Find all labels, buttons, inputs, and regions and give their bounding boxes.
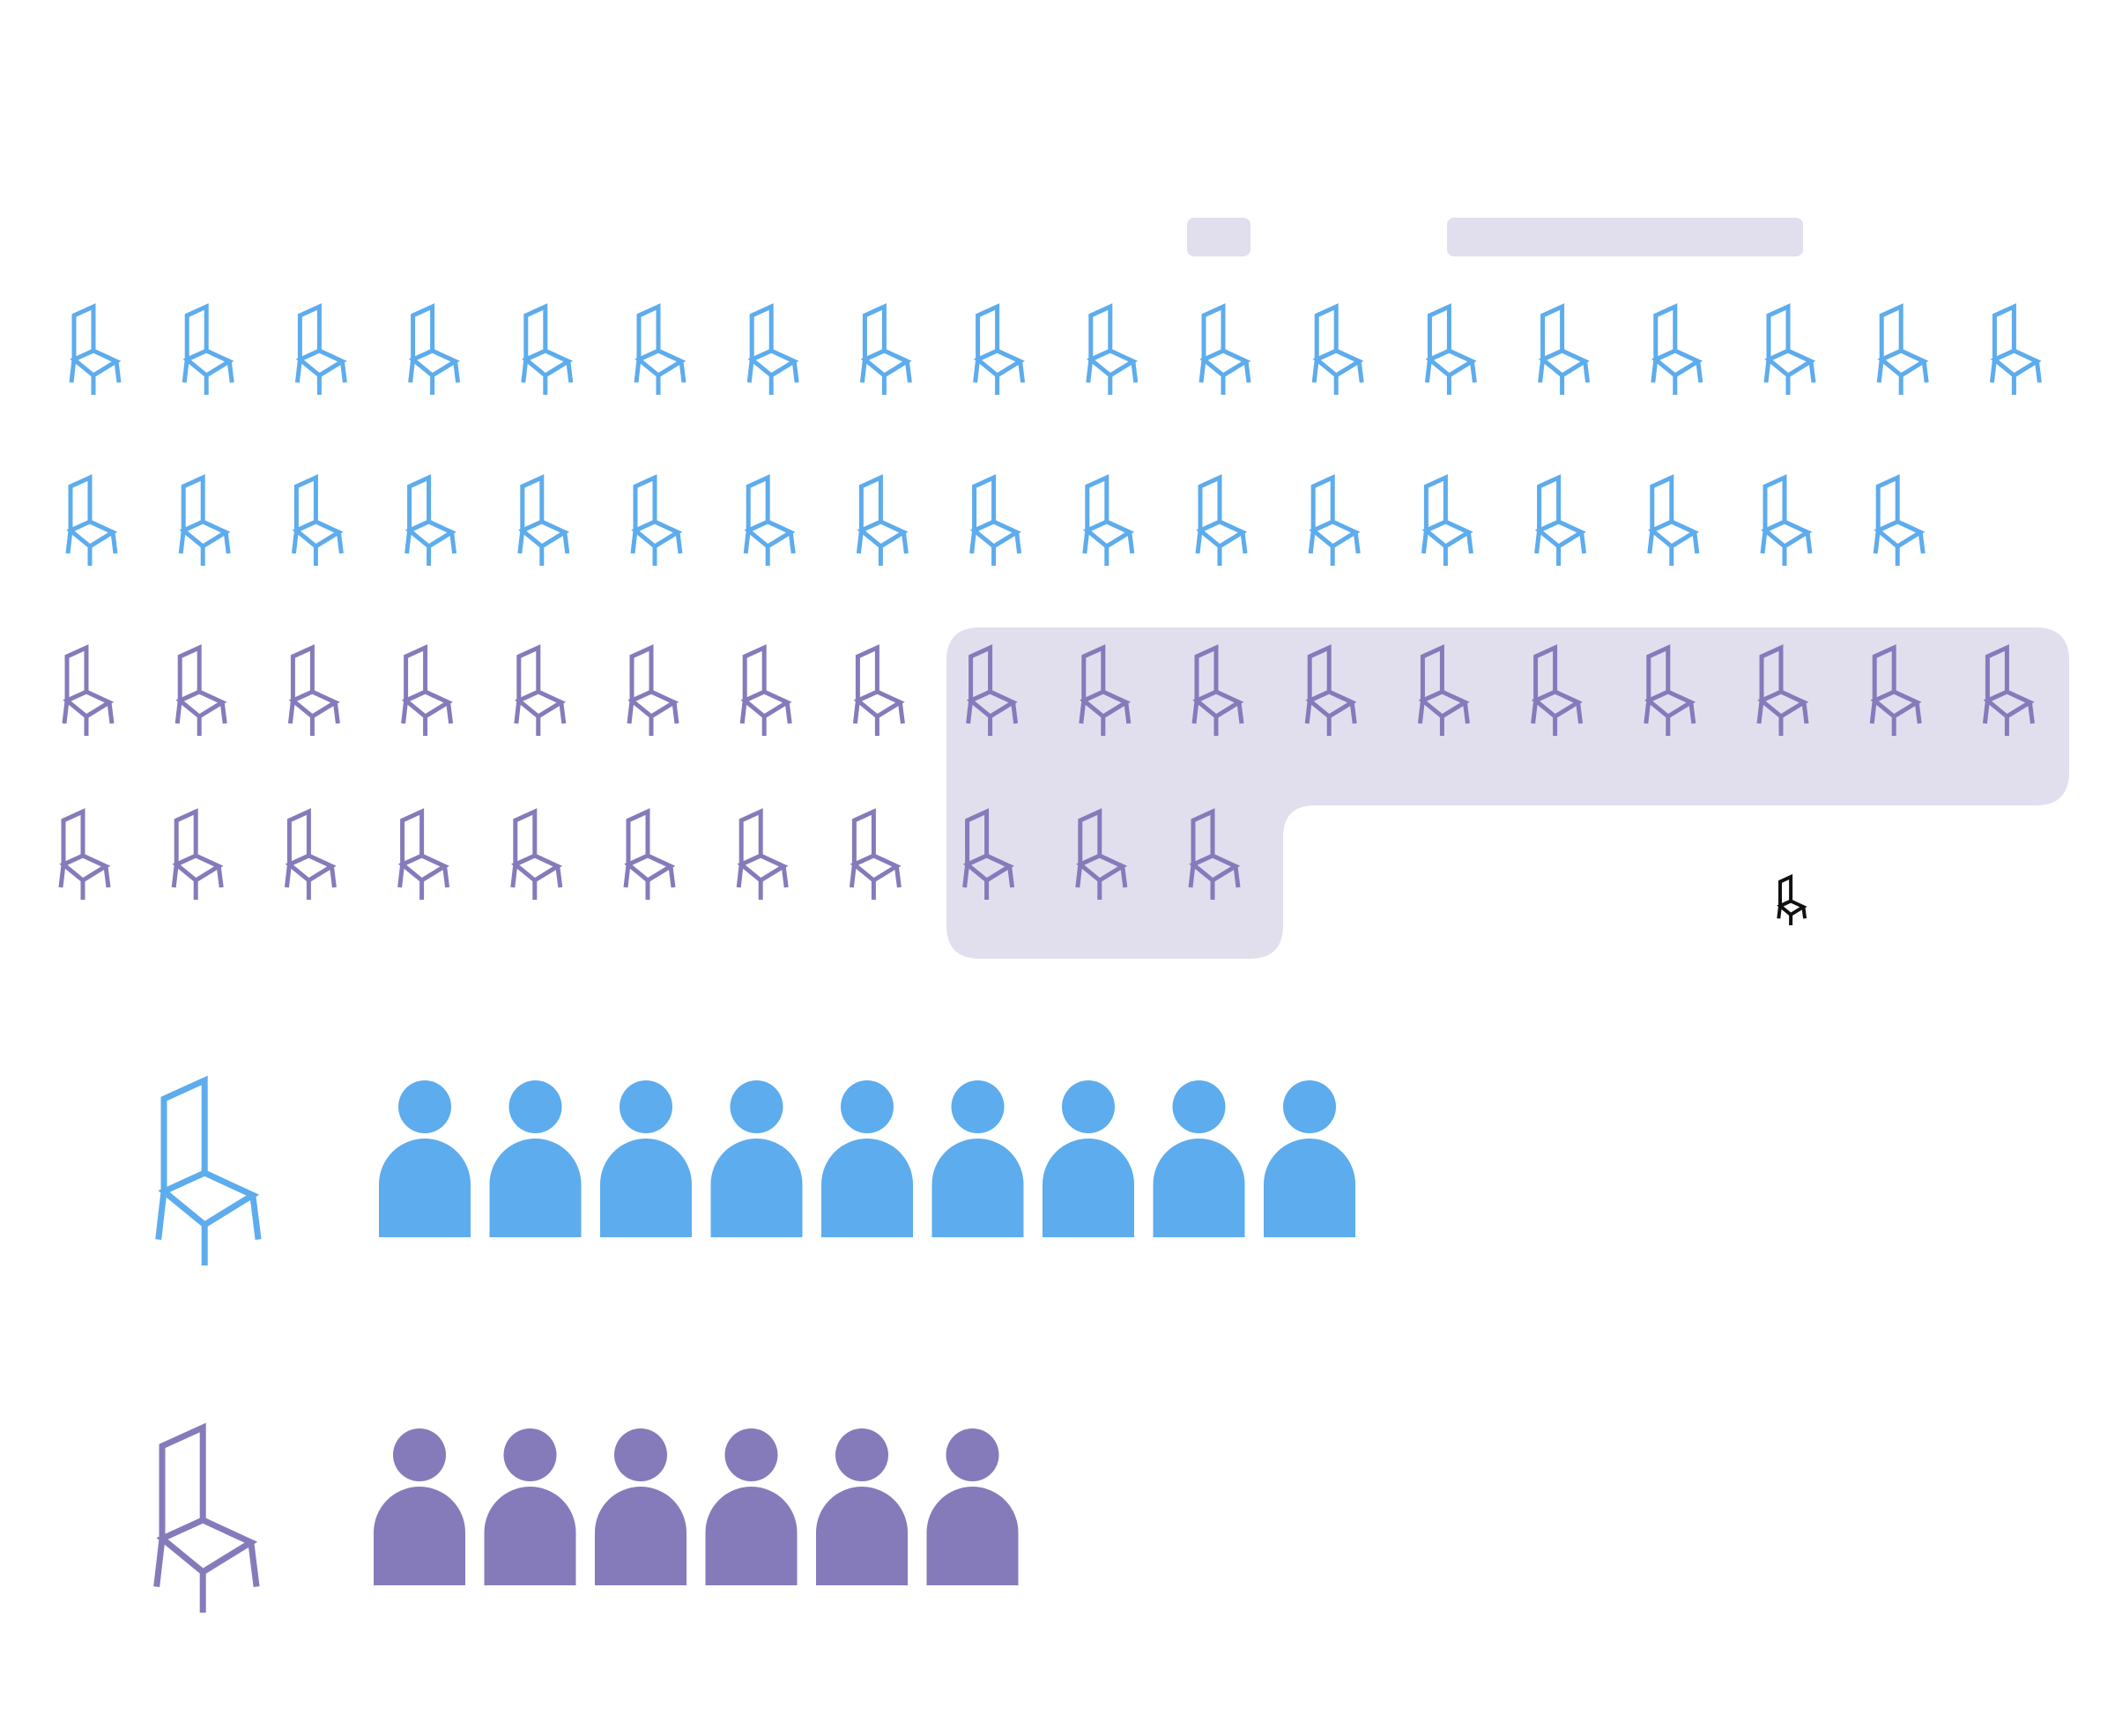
chair-icon-row2-16 [1760,474,1813,566]
chair-icon-row1-1 [69,303,122,395]
chair-icon-row3-13 [1417,644,1470,736]
chair-icon-row3-8 [852,644,905,736]
person-icon [595,1428,686,1585]
chair-icon-row2-14 [1534,474,1587,566]
chair-icon-row1-18 [1989,303,2042,395]
chair-icon-row3-10 [1079,644,1132,736]
chair-icon-row1-7 [746,303,799,395]
placeholder-short [1187,218,1250,256]
legend-row-2 [153,1422,1019,1613]
chair-icon-row1-3 [294,303,347,395]
person-icon [710,1080,803,1237]
person-icon [1153,1080,1245,1237]
chair-icon-row1-5 [521,303,574,395]
chair-icon-row2-3 [291,474,344,566]
chair-icon-row3-2 [174,644,227,736]
placeholder-long [1447,218,1803,256]
chair-icon-row4-10 [1075,808,1128,900]
chair-icon-row2-13 [1421,474,1473,566]
chair-icon-row3-17 [1869,644,1922,736]
chair-icon-row3-7 [739,644,792,736]
chair-icon-row1-10 [1086,303,1139,395]
chair-icon-row3-5 [514,644,567,736]
person-icon [705,1428,798,1585]
chair-icon-row4-11 [1188,808,1241,900]
chair-icon-row4-4 [397,808,450,900]
person-icon [821,1080,913,1237]
chair-icon-row2-8 [856,474,909,566]
chair-icon-row4-5 [510,808,563,900]
chair-icon-row1-4 [408,303,461,395]
chair-icon-row2-12 [1308,474,1361,566]
chair-icon-row1-12 [1311,303,1364,395]
person-icon [379,1080,471,1237]
person-icon [926,1428,1019,1585]
legend-row-1 [155,1075,1355,1265]
chair-icon-row2-17 [1873,474,1926,566]
chair-grid [58,303,2042,900]
chair-icon-row2-11 [1195,474,1248,566]
chair-icon-row1-11 [1198,303,1251,395]
highlight-shape [946,627,2069,959]
chair-icon-row3-9 [966,644,1019,736]
chair-icon-row2-6 [630,474,683,566]
chair-icon-row3-4 [401,644,454,736]
legend [153,1075,1355,1613]
chair-icon-row3-11 [1191,644,1244,736]
person-icon [600,1080,692,1237]
chair-icon-row3-1 [62,644,115,736]
chair-icon-row3-14 [1531,644,1584,736]
person-icon [1264,1080,1355,1237]
chair-icon-row1-13 [1424,303,1477,395]
person-icon [374,1428,465,1585]
chair-icon-row4-6 [623,808,676,900]
chair-icon-row3-15 [1644,644,1696,736]
person-icon [1043,1080,1134,1237]
chair-icon-row2-5 [517,474,570,566]
chair-icon-row3-16 [1756,644,1809,736]
chair-icon-row4-8 [849,808,902,900]
chair-icon-row2-1 [65,474,118,566]
chair-icon-row2-9 [969,474,1022,566]
chair-icon-row1-2 [182,303,234,395]
person-icon [931,1080,1024,1237]
chair-icon-row1-9 [973,303,1026,395]
person-icon [484,1428,576,1585]
header-placeholders [1187,218,1803,256]
chair-icon-row3-12 [1304,644,1357,736]
chair-icon-row4-7 [736,808,789,900]
chair-icon-row3-18 [1982,644,2035,736]
chair-icon-row4-1 [58,808,111,900]
chair-icon-row4-2 [171,808,224,900]
chair-icon-row1-6 [634,303,686,395]
person-icon [489,1080,582,1237]
legend-chair-icon-2 [153,1422,260,1613]
chair-icon-row2-7 [743,474,796,566]
chair-icon-row4-3 [284,808,337,900]
cursor [1777,873,1807,925]
chair-icon-row3-6 [627,644,679,736]
chair-icon-row2-4 [404,474,457,566]
chair-icon-row2-10 [1082,474,1135,566]
highlight-region [946,627,2069,959]
person-icon [816,1428,908,1585]
chair-icon-row1-16 [1763,303,1816,395]
chair-icon-row1-8 [859,303,912,395]
chair-icon-row2-15 [1647,474,1700,566]
legend-chair-icon-1 [155,1075,262,1265]
chair-icon-row4-9 [962,808,1015,900]
chair-icon-row1-15 [1651,303,1703,395]
chair-icon-row1-14 [1538,303,1591,395]
chair-icon-row3-3 [287,644,340,736]
chair-cursor-icon [1777,873,1807,925]
chair-icon-row2-2 [178,474,231,566]
chair-icon-row1-17 [1876,303,1929,395]
